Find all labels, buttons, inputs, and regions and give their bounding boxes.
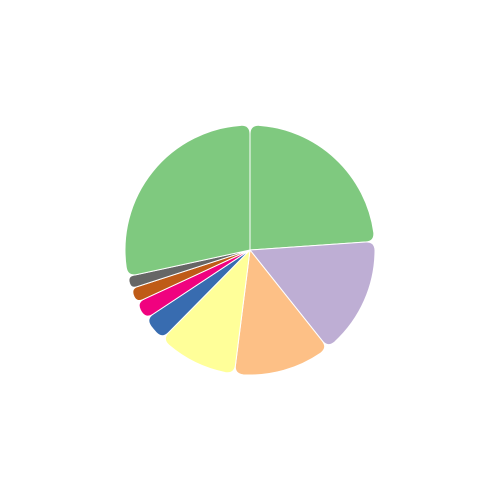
pie-slice-6	[138, 249, 251, 317]
pie-slice-2	[249, 241, 376, 346]
pie-slice-1	[249, 124, 375, 251]
pie-slice-5	[148, 249, 251, 337]
pie-slice-9	[124, 124, 251, 276]
pie-slice-8	[128, 249, 251, 288]
pie-slice-7	[132, 249, 251, 302]
pie-slice-4	[164, 249, 251, 374]
pie-slice-3	[234, 249, 326, 376]
pie-slices	[124, 124, 376, 376]
